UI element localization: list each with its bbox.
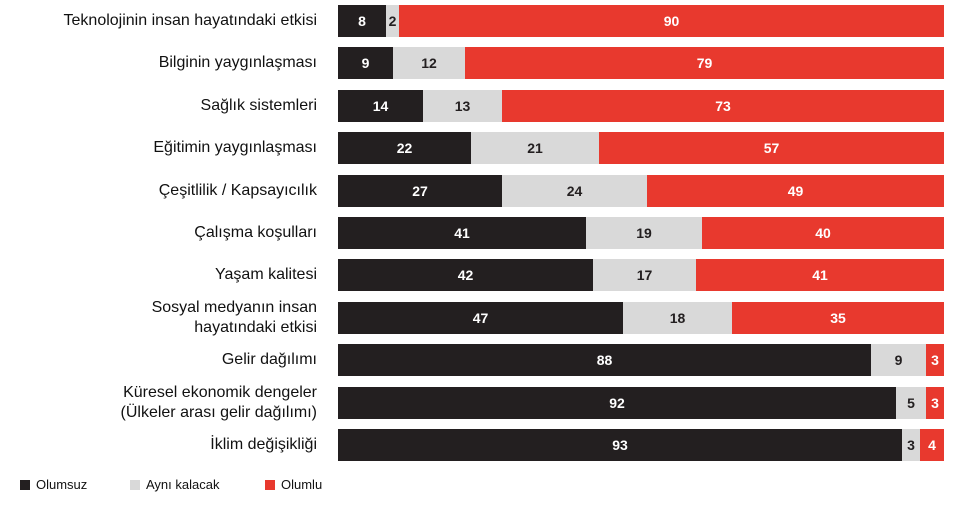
category-label-line: Yaşam kalitesi bbox=[215, 266, 317, 284]
data-label: 3 bbox=[931, 352, 939, 369]
data-label: 17 bbox=[636, 267, 653, 284]
category-label: Küresel ekonomik dengeler (Ülkeler arası … bbox=[0, 383, 318, 423]
data-label: 5 bbox=[907, 394, 915, 411]
data-label: 21 bbox=[527, 140, 543, 157]
bar-segment bbox=[399, 5, 944, 37]
bar-segment bbox=[599, 132, 944, 165]
bar-segment bbox=[386, 5, 399, 37]
bar-segment bbox=[423, 89, 502, 122]
bar-segment bbox=[393, 47, 465, 80]
bar-segment bbox=[623, 301, 732, 334]
bar-segment bbox=[732, 301, 944, 334]
data-label: 88 bbox=[596, 352, 613, 369]
category-label-line: hayatındaki etkisi bbox=[194, 318, 317, 336]
stacked-bar-chart: Teknolojinin insan hayatındaki etkisi 8 2 9… bbox=[0, 5, 944, 461]
category-label: Sağlık sistemleri bbox=[0, 96, 317, 116]
data-label: 14 bbox=[372, 97, 389, 114]
data-label: 9 bbox=[894, 352, 903, 369]
category-label: Sosyal medyanın insan hayatındaki etkisi bbox=[0, 298, 317, 338]
category-label-line: Eğitimin yaygınlaşması bbox=[153, 139, 317, 157]
category-label: Bilginin yaygınlaşması bbox=[0, 53, 317, 73]
legend-swatch bbox=[20, 480, 30, 490]
bar-segment bbox=[338, 174, 502, 207]
legend-label: Olumsuz bbox=[36, 477, 88, 492]
category-label: Gelir dağılımı bbox=[0, 350, 317, 370]
data-label: 41 bbox=[454, 225, 470, 241]
data-label: 35 bbox=[830, 309, 846, 326]
bar-segment bbox=[896, 386, 926, 419]
data-label: 24 bbox=[566, 182, 583, 199]
bar-segment bbox=[338, 5, 386, 37]
data-label: 90 bbox=[663, 13, 680, 29]
data-label: 27 bbox=[412, 182, 428, 199]
category-label-line: İklim değişikliği bbox=[210, 436, 317, 453]
data-label: 13 bbox=[454, 97, 471, 114]
bar-segment bbox=[696, 259, 944, 292]
bar-segment bbox=[465, 47, 944, 80]
category-label-line: Sağlık sistemleri bbox=[200, 96, 317, 114]
bar-segment bbox=[338, 47, 393, 80]
data-label: 2 bbox=[388, 13, 397, 29]
data-label: 79 bbox=[696, 55, 713, 72]
category-label: Yaşam kalitesi bbox=[0, 265, 317, 285]
bar-segment bbox=[926, 344, 944, 377]
category-label-line: Çalışma koşulları bbox=[194, 224, 317, 241]
bar-segment bbox=[471, 132, 599, 165]
bar-segment bbox=[926, 386, 944, 419]
bar-segment bbox=[920, 429, 944, 461]
data-label: 18 bbox=[669, 309, 686, 326]
data-label: 57 bbox=[763, 140, 780, 157]
category-label-line: Sosyal medyanın insan bbox=[151, 298, 317, 316]
category-label-line: Bilginin yaygınlaşması bbox=[158, 54, 317, 72]
bar-segment bbox=[702, 217, 944, 249]
category-label-line: Teknolojinin insan hayatındaki etkisi bbox=[63, 12, 317, 29]
bar-segment bbox=[338, 217, 586, 249]
category-label-line: Küresel ekonomik dengeler bbox=[123, 383, 317, 401]
data-label: 3 bbox=[907, 437, 915, 453]
data-label: 22 bbox=[396, 140, 413, 157]
bar-segment bbox=[338, 429, 902, 461]
category-label-line: (Ülkeler arası gelir dağılımı) bbox=[120, 403, 318, 421]
data-label: 92 bbox=[609, 394, 625, 411]
legend-swatch bbox=[130, 480, 140, 490]
data-label: 4 bbox=[928, 437, 936, 453]
legend-label: Aynı kalacak bbox=[146, 477, 220, 492]
data-label: 42 bbox=[457, 267, 474, 284]
data-label: 41 bbox=[812, 267, 828, 284]
bar-segment bbox=[647, 174, 944, 207]
category-label-line: Gelir dağılımı bbox=[221, 351, 317, 369]
bar-segment bbox=[338, 259, 593, 292]
category-label-line: Çeşitlilik / Kapsayıcılık bbox=[158, 181, 317, 199]
category-label: Çeşitlilik / Kapsayıcılık bbox=[0, 181, 317, 201]
bar-segment bbox=[338, 301, 623, 334]
legend-label: Olumlu bbox=[281, 477, 323, 492]
data-label: 47 bbox=[472, 309, 489, 326]
data-label: 9 bbox=[361, 55, 370, 72]
bar-segment bbox=[338, 386, 896, 419]
category-label: Eğitimin yaygınlaşması bbox=[0, 138, 317, 158]
legend-swatch bbox=[265, 480, 275, 490]
bar-segment bbox=[902, 429, 920, 461]
data-label: 12 bbox=[421, 55, 437, 72]
data-label: 93 bbox=[612, 437, 628, 453]
data-label: 40 bbox=[815, 225, 831, 241]
bar-segment bbox=[593, 259, 696, 292]
data-label: 8 bbox=[358, 13, 366, 29]
bar-segment bbox=[871, 344, 926, 377]
data-label: 19 bbox=[636, 225, 652, 241]
bar-segment bbox=[338, 344, 871, 377]
data-label: 3 bbox=[931, 394, 939, 411]
category-label: Teknolojinin insan hayatındaki etkisi bbox=[0, 11, 317, 31]
category-label: Çalışma koşulları bbox=[0, 223, 317, 243]
data-label: 49 bbox=[787, 182, 804, 199]
bar-segment bbox=[338, 132, 471, 165]
bar-segment bbox=[502, 89, 944, 122]
data-label: 73 bbox=[715, 97, 731, 114]
bar-segment bbox=[502, 174, 647, 207]
bar-segment bbox=[586, 217, 702, 249]
category-label: İklim değişikliği bbox=[0, 435, 317, 455]
bar-segment bbox=[338, 89, 423, 122]
